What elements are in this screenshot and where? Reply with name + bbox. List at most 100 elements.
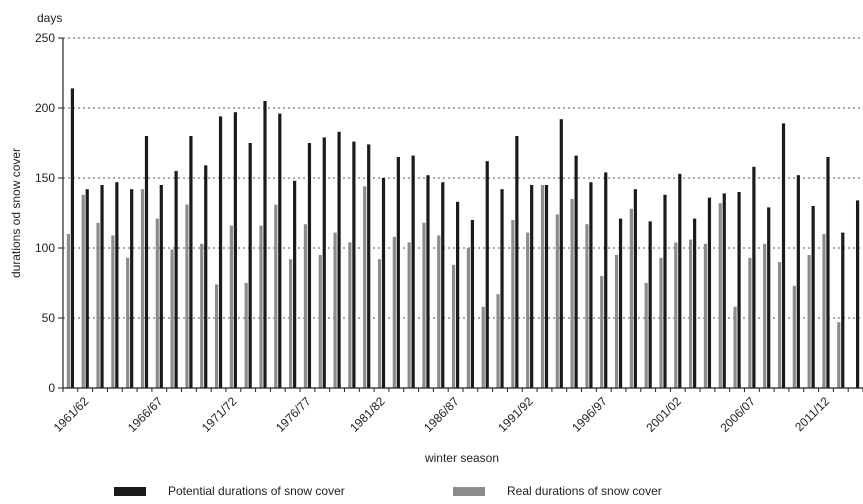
bar-potential bbox=[693, 218, 697, 388]
bar-potential bbox=[85, 189, 89, 388]
x-tick-label: 1981/82 bbox=[347, 394, 388, 435]
bar-potential bbox=[618, 218, 623, 388]
bar-real bbox=[555, 214, 559, 388]
bars bbox=[66, 88, 860, 389]
bar-real bbox=[392, 236, 396, 388]
bar-real bbox=[200, 243, 204, 388]
bar-potential bbox=[278, 113, 282, 388]
bar-real bbox=[451, 264, 456, 388]
bar-real bbox=[540, 185, 545, 388]
bar-potential bbox=[204, 165, 208, 388]
bar-potential bbox=[115, 182, 119, 388]
bar-real bbox=[303, 224, 308, 388]
bar-potential bbox=[337, 131, 341, 389]
bar-real bbox=[689, 239, 693, 388]
x-tick-label: 1966/67 bbox=[125, 394, 166, 435]
bar-potential bbox=[233, 112, 237, 388]
bar-real bbox=[807, 255, 811, 388]
bar-potential bbox=[796, 175, 800, 388]
bar-potential bbox=[322, 137, 326, 388]
bar-real bbox=[570, 199, 574, 388]
bar-real bbox=[81, 194, 85, 388]
x-axis-label: winter season bbox=[424, 451, 499, 465]
bar-potential bbox=[752, 166, 756, 388]
y-tick-label: 50 bbox=[42, 311, 56, 325]
bar-potential bbox=[293, 180, 297, 388]
bar-real bbox=[111, 235, 115, 388]
bar-real bbox=[377, 259, 382, 388]
x-tick-label: 1996/97 bbox=[569, 394, 610, 435]
bar-potential bbox=[189, 136, 193, 388]
bar-real bbox=[363, 186, 367, 388]
bar-potential bbox=[485, 161, 489, 388]
bar-real bbox=[170, 249, 174, 388]
bar-potential bbox=[70, 88, 75, 389]
bar-real bbox=[126, 257, 130, 388]
bar-real bbox=[318, 255, 322, 388]
bar-real bbox=[614, 255, 619, 388]
bar-real bbox=[600, 276, 604, 388]
legend-swatch-real bbox=[453, 486, 485, 496]
bar-potential bbox=[574, 155, 578, 388]
bar-potential bbox=[811, 206, 815, 388]
bar-potential bbox=[737, 192, 741, 388]
bar-real bbox=[585, 224, 589, 388]
bar-real bbox=[511, 220, 515, 388]
bar-potential bbox=[130, 189, 134, 388]
x-tick-label: 1976/77 bbox=[273, 394, 314, 435]
bar-potential bbox=[248, 143, 252, 388]
bar-real bbox=[437, 235, 441, 388]
legend-label-real: Real durations of snow cover bbox=[507, 484, 662, 498]
legend-item-real: Real durations of snow cover bbox=[453, 484, 662, 498]
bar-potential bbox=[411, 155, 415, 388]
bar-real bbox=[289, 259, 293, 388]
bar-potential bbox=[144, 136, 149, 388]
bar-potential bbox=[826, 157, 830, 388]
bar-real bbox=[422, 222, 426, 388]
x-tick-label: 1971/72 bbox=[199, 394, 240, 435]
bar-real bbox=[259, 225, 263, 388]
bar-real bbox=[481, 306, 485, 388]
bar-potential bbox=[396, 157, 400, 388]
bar-potential bbox=[841, 232, 845, 388]
bar-real bbox=[792, 285, 796, 388]
x-tick-label: 2006/07 bbox=[717, 394, 758, 435]
x-tick-label: 2011/12 bbox=[792, 394, 832, 434]
gridlines bbox=[63, 37, 863, 319]
bar-potential bbox=[174, 171, 178, 388]
y-axis-label: durations od snow cover bbox=[9, 148, 23, 278]
y-tick-label: 200 bbox=[35, 101, 55, 115]
bar-real bbox=[466, 248, 471, 388]
bar-potential bbox=[781, 123, 786, 389]
bar-real bbox=[214, 284, 219, 388]
bar-real bbox=[407, 242, 411, 388]
bar-real bbox=[777, 262, 782, 388]
y-axis-ticks: 0 50 100 150 200 250 bbox=[35, 31, 63, 395]
bar-real bbox=[274, 204, 278, 388]
legend-label-potential: Potential durations of snow cover bbox=[168, 484, 345, 498]
bar-real bbox=[748, 257, 752, 388]
bar-real bbox=[837, 322, 841, 388]
bar-potential bbox=[381, 178, 386, 388]
bar-chart: days durations od snow cover 0 50 100 150 20… bbox=[9, 11, 863, 465]
x-tick-label: 1991/92 bbox=[495, 394, 536, 435]
bar-real bbox=[333, 232, 337, 388]
bar-real bbox=[229, 225, 233, 388]
y-tick-label: 0 bbox=[48, 381, 55, 395]
bar-potential bbox=[559, 119, 563, 388]
legend-item-potential: Potential durations of snow cover bbox=[114, 484, 345, 498]
bar-potential bbox=[678, 173, 682, 388]
bar-potential bbox=[263, 101, 267, 388]
bar-potential bbox=[648, 221, 652, 388]
bar-potential bbox=[100, 185, 104, 388]
bar-potential bbox=[470, 220, 475, 388]
bar-real bbox=[496, 294, 500, 388]
bar-potential bbox=[707, 197, 712, 388]
bar-potential bbox=[589, 182, 593, 388]
x-tick-label: 1986/87 bbox=[421, 394, 462, 435]
bar-real bbox=[185, 204, 189, 388]
bar-potential bbox=[441, 182, 445, 388]
bar-potential bbox=[159, 185, 163, 388]
bar-real bbox=[140, 189, 145, 388]
bar-real bbox=[66, 234, 71, 388]
